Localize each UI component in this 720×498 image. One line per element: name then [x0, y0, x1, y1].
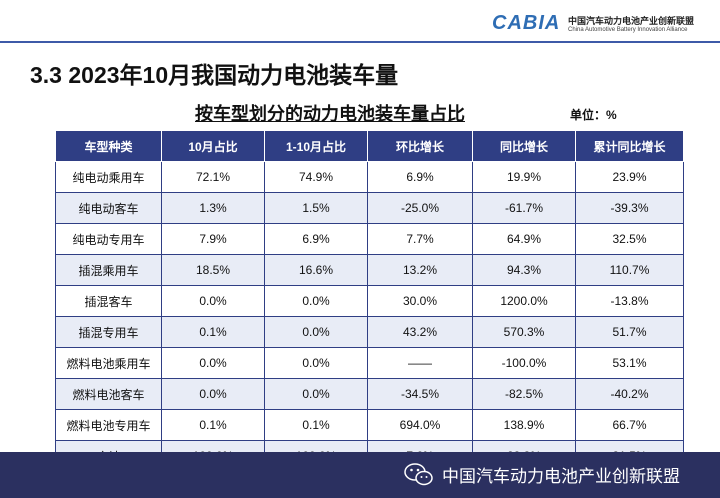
- table-cell: 0.0%: [264, 285, 368, 317]
- unit-label: 单位：%: [570, 108, 617, 122]
- table-row: 插混专用车 0.1% 0.0% 43.2% 570.3% 51.7%: [55, 316, 684, 348]
- table-cell: 53.1%: [575, 347, 684, 379]
- table-cell: 570.3%: [472, 316, 576, 348]
- table-row: 燃料电池专用车 0.1% 0.1% 694.0% 138.9% 66.7%: [55, 409, 684, 441]
- table-cell: 0.0%: [161, 347, 265, 379]
- row-label: 插混乘用车: [55, 254, 162, 286]
- table-row: 纯电动乘用车 72.1% 74.9% 6.9% 19.9% 23.9%: [55, 161, 684, 193]
- table-row: 燃料电池乘用车 0.0% 0.0% —— -100.0% 53.1%: [55, 347, 684, 379]
- table-cell: 74.9%: [264, 161, 368, 193]
- table-cell: 110.7%: [575, 254, 684, 286]
- table-cell: 64.9%: [472, 223, 576, 255]
- table-cell: -40.2%: [575, 378, 684, 410]
- table-cell: 6.9%: [367, 161, 473, 193]
- table-cell: 6.9%: [264, 223, 368, 255]
- column-header: 同比增长: [472, 130, 576, 162]
- table-cell: 138.9%: [472, 409, 576, 441]
- table-cell: -34.5%: [367, 378, 473, 410]
- table-cell: 13.2%: [367, 254, 473, 286]
- table-row: 插混客车 0.0% 0.0% 30.0% 1200.0% -13.8%: [55, 285, 684, 317]
- table-cell: 43.2%: [367, 316, 473, 348]
- column-header: 车型种类: [55, 130, 162, 162]
- table-cell: 0.1%: [264, 409, 368, 441]
- column-header: 环比增长: [367, 130, 473, 162]
- table-cell: 0.0%: [161, 378, 265, 410]
- table-cell: 94.3%: [472, 254, 576, 286]
- table-cell: 1.5%: [264, 192, 368, 224]
- row-label: 插混客车: [55, 285, 162, 317]
- table-row: 插混乘用车 18.5% 16.6% 13.2% 94.3% 110.7%: [55, 254, 684, 286]
- table-cell: 0.0%: [161, 285, 265, 317]
- table-cell: 18.5%: [161, 254, 265, 286]
- row-label: 燃料电池乘用车: [55, 347, 162, 379]
- row-label: 燃料电池客车: [55, 378, 162, 410]
- wechat-icon: [404, 463, 433, 486]
- table-title: 按车型划分的动力电池装车量占比: [195, 104, 465, 124]
- row-label: 纯电动客车: [55, 192, 162, 224]
- table-cell: -39.3%: [575, 192, 684, 224]
- table-cell: 7.7%: [367, 223, 473, 255]
- column-header: 累计同比增长: [575, 130, 684, 162]
- table-cell: 72.1%: [161, 161, 265, 193]
- table-cell: -13.8%: [575, 285, 684, 317]
- table-cell: 19.9%: [472, 161, 576, 193]
- table-cell: 0.0%: [264, 378, 368, 410]
- row-label: 插混专用车: [55, 316, 162, 348]
- table-cell: 32.5%: [575, 223, 684, 255]
- table-cell: 1200.0%: [472, 285, 576, 317]
- table-cell: 1.3%: [161, 192, 265, 224]
- org-name-cn: 中国汽车动力电池产业创新联盟: [568, 16, 695, 26]
- header-rule: [0, 41, 720, 43]
- table-cell: 0.1%: [161, 409, 265, 441]
- table-cell: 0.1%: [161, 316, 265, 348]
- org-name-en: China Automotive Battery Innovation Alli…: [568, 27, 688, 33]
- table-row: 纯电动客车 1.3% 1.5% -25.0% -61.7% -39.3%: [55, 192, 684, 224]
- column-header: 10月占比: [161, 130, 265, 162]
- footer-text: 中国汽车动力电池产业创新联盟: [442, 467, 680, 486]
- row-label: 纯电动专用车: [55, 223, 162, 255]
- table-cell: 66.7%: [575, 409, 684, 441]
- logo: CABIA: [492, 12, 561, 34]
- column-header: 1-10月占比: [264, 130, 368, 162]
- table-cell: 51.7%: [575, 316, 684, 348]
- table-cell: 23.9%: [575, 161, 684, 193]
- header-row: 车型种类 10月占比 1-10月占比 环比增长 同比增长 累计同比增长: [55, 130, 684, 162]
- table-row: 燃料电池客车 0.0% 0.0% -34.5% -82.5% -40.2%: [55, 378, 684, 410]
- table-cell: -82.5%: [472, 378, 576, 410]
- table-cell: 694.0%: [367, 409, 473, 441]
- row-label: 燃料电池专用车: [55, 409, 162, 441]
- table-cell: 30.0%: [367, 285, 473, 317]
- table-cell: 16.6%: [264, 254, 368, 286]
- footer-bar: [0, 452, 720, 498]
- data-table: 车型种类 10月占比 1-10月占比 环比增长 同比增长 累计同比增长 纯电动乘用车 72.1…: [55, 130, 684, 472]
- table-cell: 0.0%: [264, 316, 368, 348]
- table-cell: -61.7%: [472, 192, 576, 224]
- table-cell: -25.0%: [367, 192, 473, 224]
- table-cell: -100.0%: [472, 347, 576, 379]
- slide-title: 3.3 2023年10月我国动力电池装车量: [30, 62, 399, 88]
- table-cell: 7.9%: [161, 223, 265, 255]
- table-row: 纯电动专用车 7.9% 6.9% 7.7% 64.9% 32.5%: [55, 223, 684, 255]
- row-label: 纯电动乘用车: [55, 161, 162, 193]
- table-cell: ——: [367, 347, 473, 379]
- table-cell: 0.0%: [264, 347, 368, 379]
